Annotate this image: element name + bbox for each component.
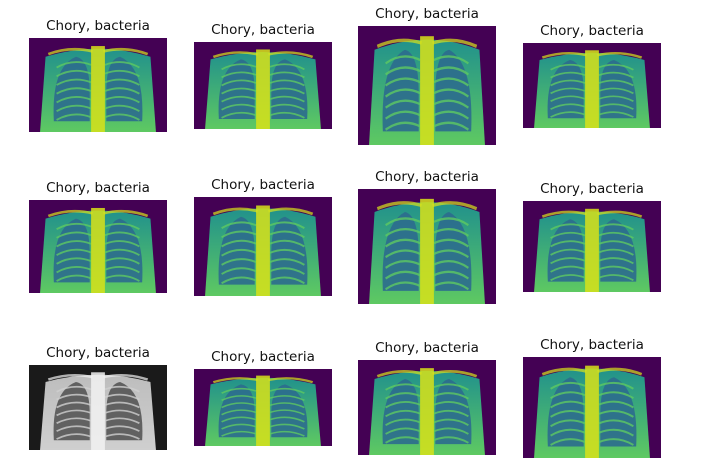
panel-8: Chory, bacteria	[523, 181, 661, 293]
panel-4: Chory, bacteria	[523, 23, 661, 129]
panel-9: Chory, bacteria	[29, 345, 167, 451]
panel-10: Chory, bacteria	[194, 349, 332, 447]
panel-12: Chory, bacteria	[523, 337, 661, 459]
xray-image	[29, 200, 167, 293]
xray-image	[358, 26, 496, 145]
xray-image	[29, 38, 167, 132]
panel-title: Chory, bacteria	[46, 180, 150, 196]
panel-title: Chory, bacteria	[540, 337, 644, 353]
panel-title: Chory, bacteria	[375, 6, 479, 22]
panel-3: Chory, bacteria	[358, 6, 496, 146]
xray-image	[194, 197, 332, 296]
xray-image	[194, 369, 332, 446]
panel-1: Chory, bacteria	[29, 18, 167, 134]
panel-6: Chory, bacteria	[194, 177, 332, 297]
panel-title: Chory, bacteria	[375, 340, 479, 356]
xray-image	[523, 357, 661, 458]
xray-image	[29, 365, 167, 450]
panel-title: Chory, bacteria	[211, 177, 315, 193]
panel-title: Chory, bacteria	[211, 22, 315, 38]
xray-image	[194, 42, 332, 129]
panel-2: Chory, bacteria	[194, 22, 332, 132]
panel-title: Chory, bacteria	[46, 18, 150, 34]
panel-title: Chory, bacteria	[375, 169, 479, 185]
panel-title: Chory, bacteria	[540, 181, 644, 197]
panel-title: Chory, bacteria	[46, 345, 150, 361]
panel-5: Chory, bacteria	[29, 180, 167, 294]
xray-image	[523, 43, 661, 128]
xray-image	[358, 189, 496, 304]
panel-11: Chory, bacteria	[358, 340, 496, 456]
panel-7: Chory, bacteria	[358, 169, 496, 305]
xray-image	[523, 201, 661, 292]
panel-title: Chory, bacteria	[211, 349, 315, 365]
panel-title: Chory, bacteria	[540, 23, 644, 39]
xray-image	[358, 360, 496, 455]
